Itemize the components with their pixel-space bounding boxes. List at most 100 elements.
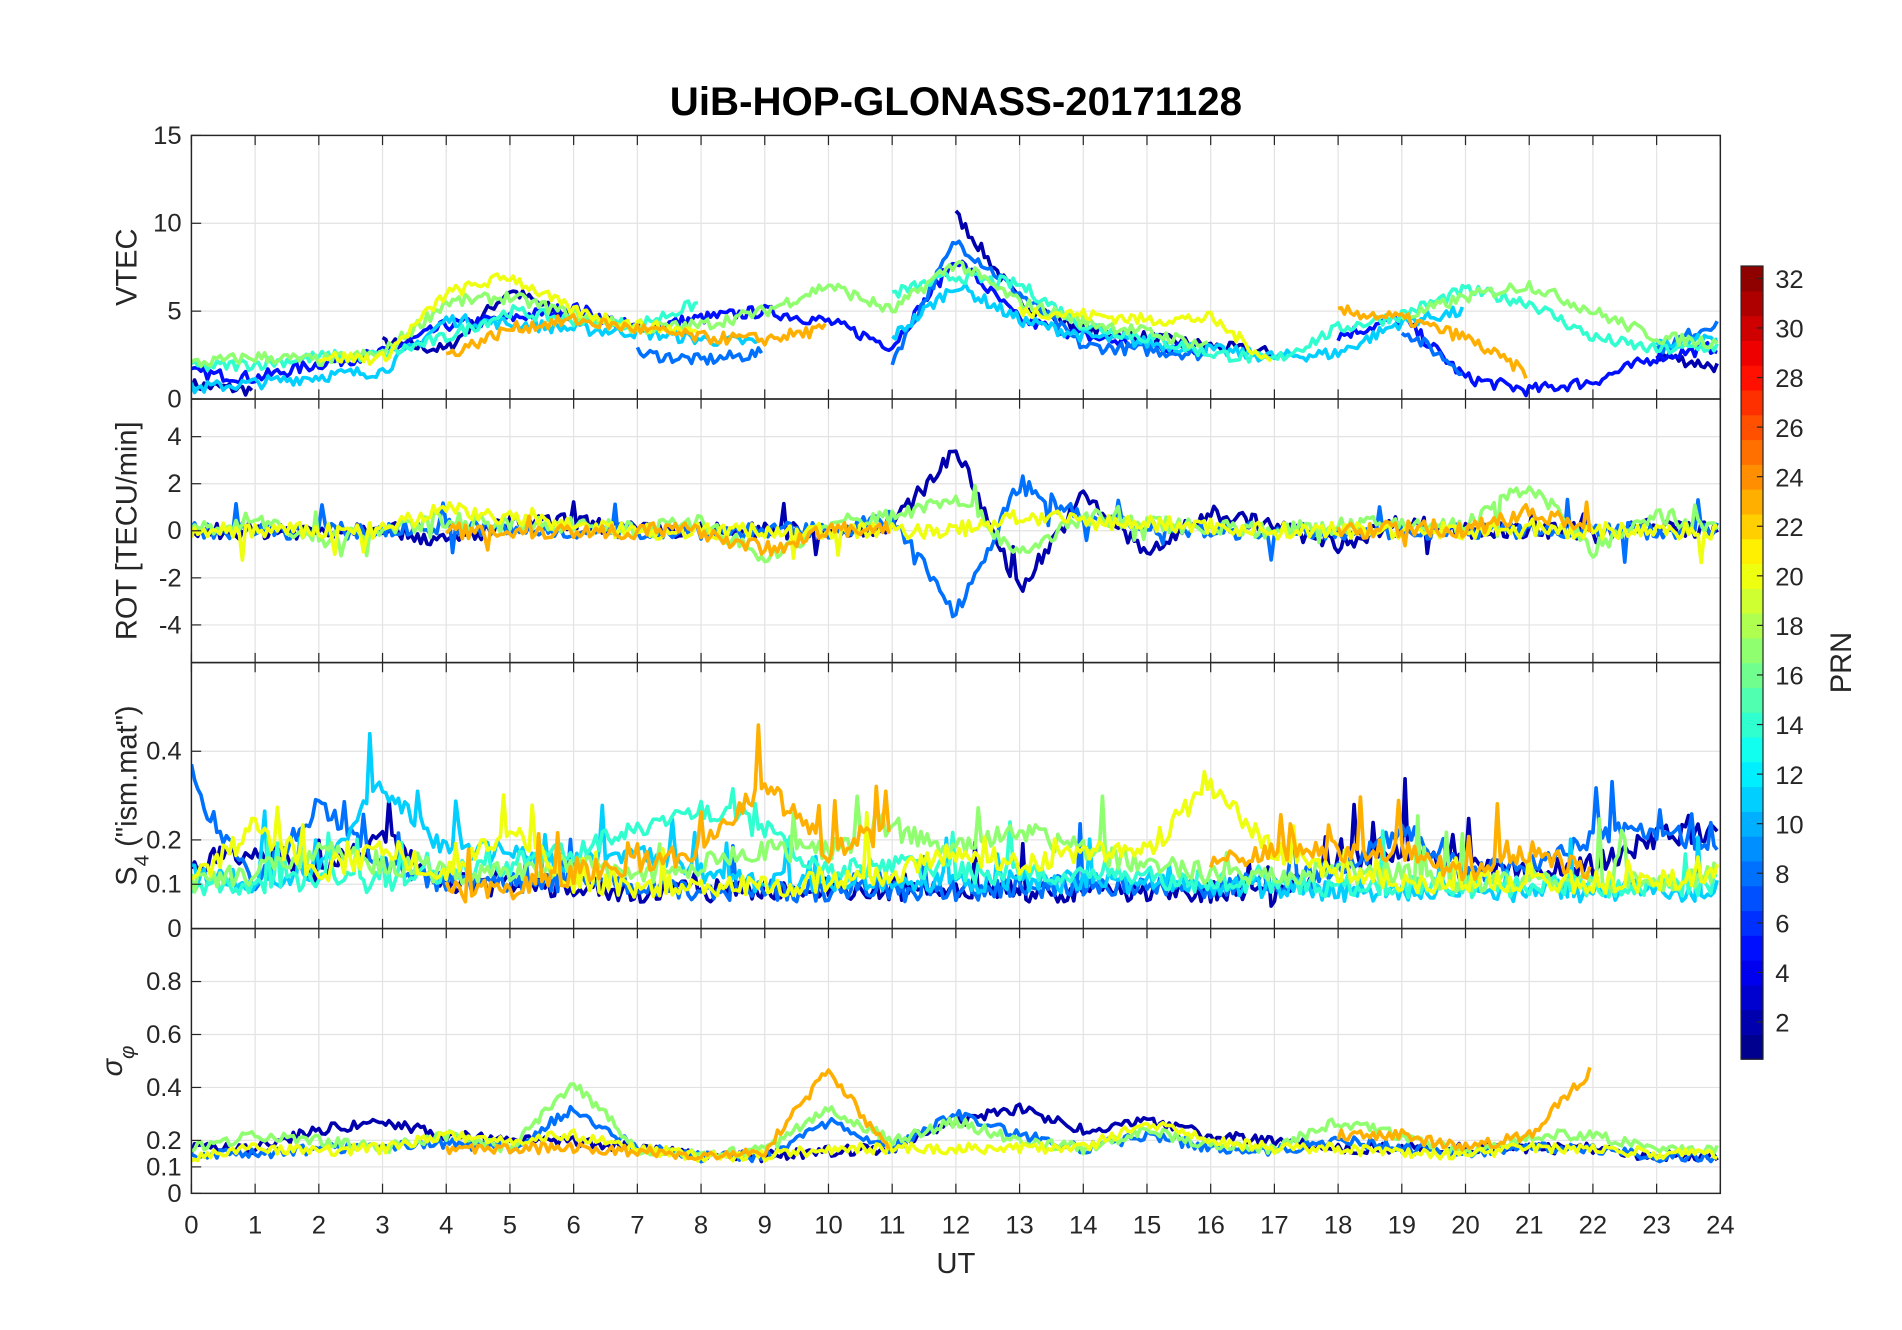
colorbar-tick-label: 2 bbox=[1775, 1010, 1789, 1038]
y-axis-label: S4 ("ism.mat") bbox=[111, 705, 153, 885]
x-tick-label: 21 bbox=[1515, 1211, 1543, 1239]
colorbar-tick-label: 28 bbox=[1775, 365, 1803, 393]
y-tick-label: 4 bbox=[167, 423, 181, 451]
colorbar-segment bbox=[1741, 935, 1764, 961]
series-line-prn-17 bbox=[191, 483, 1719, 564]
y-tick-label: 0.4 bbox=[146, 1074, 182, 1102]
colorbar-frame bbox=[1740, 265, 1764, 1060]
series-line-prn-20 bbox=[191, 501, 1718, 565]
series-group bbox=[191, 209, 1719, 398]
colorbar-segment bbox=[1741, 266, 1764, 292]
x-axis-label: UT bbox=[936, 1248, 975, 1280]
series-line-prn-23 bbox=[444, 1068, 891, 1162]
colorbar-tick-label: 16 bbox=[1775, 663, 1803, 691]
x-tick-label: 24 bbox=[1706, 1211, 1734, 1239]
colorbar-segment bbox=[1741, 984, 1764, 1011]
x-tick-label: 13 bbox=[1005, 1211, 1033, 1239]
colorbar-segment bbox=[1741, 365, 1764, 391]
colorbar-tick-label: 12 bbox=[1775, 762, 1803, 790]
colorbar-segment bbox=[1741, 315, 1764, 341]
series-line-prn-23 bbox=[1336, 500, 1592, 548]
chart-title: UiB-HOP-GLONASS-20171128 bbox=[670, 80, 1242, 124]
y-tick-label: 0.2 bbox=[146, 1127, 182, 1155]
x-tick-label: 20 bbox=[1451, 1211, 1479, 1239]
colorbar-tick-label: 32 bbox=[1775, 266, 1803, 294]
series-line-prn-5 bbox=[1336, 314, 1718, 398]
y-tick-label: 0 bbox=[167, 386, 181, 414]
series-line-prn-23 bbox=[444, 723, 891, 904]
y-tick-label: 0.2 bbox=[146, 826, 182, 854]
series-group bbox=[191, 1066, 1719, 1164]
colorbar-segment bbox=[1741, 885, 1764, 912]
series-line-prn-14 bbox=[891, 269, 1719, 364]
series-line-prn-17 bbox=[1400, 280, 1719, 350]
colorbar-tick-label: 30 bbox=[1775, 316, 1803, 344]
x-tick-label: 23 bbox=[1642, 1211, 1670, 1239]
x-tick-label: 5 bbox=[503, 1211, 517, 1239]
colorbar-segment bbox=[1741, 761, 1764, 788]
x-tick-label: 22 bbox=[1579, 1211, 1607, 1239]
x-tick-label: 16 bbox=[1196, 1211, 1224, 1239]
series-line-prn-23 bbox=[1208, 795, 1592, 882]
colorbar-segment bbox=[1741, 290, 1764, 317]
colorbar-segment bbox=[1741, 786, 1764, 812]
colorbar-segment bbox=[1741, 513, 1764, 540]
colorbar-tick-label: 26 bbox=[1775, 415, 1803, 443]
y-tick-label: -4 bbox=[159, 611, 182, 639]
colorbar-segment bbox=[1741, 637, 1764, 664]
colorbar-segment bbox=[1741, 464, 1764, 490]
panel-s4: 0 0.1 0.2 0.4S4 ("ism.mat") bbox=[111, 661, 1722, 943]
series-line-prn-17 bbox=[191, 1082, 1719, 1161]
x-tick-label: 11 bbox=[879, 1211, 906, 1239]
colorbar-tick-label: 4 bbox=[1775, 960, 1789, 988]
series-line-prn-8 bbox=[1400, 331, 1463, 377]
x-tick-label: 6 bbox=[567, 1211, 581, 1239]
y-tick-label: 5 bbox=[167, 298, 181, 326]
series-line-prn-23 bbox=[445, 312, 827, 358]
y-tick-label: 0.6 bbox=[146, 1021, 182, 1049]
series-group bbox=[191, 449, 1719, 619]
y-axis-label: ROT [TECU/min] bbox=[111, 421, 143, 640]
y-tick-label: 15 bbox=[153, 122, 181, 150]
series-line-prn-20 bbox=[191, 769, 1719, 899]
colorbar-segment bbox=[1741, 613, 1764, 639]
colorbar-tick-label: 8 bbox=[1775, 861, 1789, 889]
x-tick-label: 17 bbox=[1260, 1211, 1288, 1239]
series-line-prn-23 bbox=[444, 514, 891, 557]
panel-vtec: 0 5 10 15 VTEC bbox=[111, 122, 1722, 414]
y-axis-label: σφ bbox=[97, 1046, 139, 1077]
y-tick-label: 10 bbox=[153, 210, 181, 238]
colorbar-segment bbox=[1741, 687, 1764, 713]
x-tick-label: 1 bbox=[248, 1211, 262, 1239]
y-tick-label: -2 bbox=[159, 564, 182, 592]
y-tick-label: 0.4 bbox=[146, 738, 182, 766]
colorbar-segment bbox=[1741, 811, 1764, 837]
colorbar-segment bbox=[1741, 910, 1764, 936]
colorbar-segment bbox=[1741, 960, 1764, 986]
y-tick-label: 0.8 bbox=[146, 968, 182, 996]
y-tick-label: 2 bbox=[167, 470, 181, 498]
x-tick-label: 19 bbox=[1388, 1211, 1416, 1239]
colorbar-tick-label: 10 bbox=[1775, 811, 1803, 839]
colorbar-segment bbox=[1741, 712, 1764, 738]
series-line-prn-23 bbox=[1336, 1066, 1592, 1152]
panel-rot: -4 -2 0 2 4 ROT [TECU/min] bbox=[111, 398, 1722, 664]
colorbar-segment bbox=[1741, 860, 1764, 887]
colorbar-segment bbox=[1741, 389, 1764, 416]
x-tick-label: 14 bbox=[1069, 1211, 1097, 1239]
colorbar-tick-label: 22 bbox=[1775, 514, 1803, 542]
colorbar-tick-label: 20 bbox=[1775, 564, 1803, 592]
series-line-prn-11 bbox=[891, 282, 1465, 363]
series-line-prn-23 bbox=[1337, 304, 1528, 379]
colorbar-segment bbox=[1741, 340, 1764, 366]
colorbar-segment bbox=[1741, 489, 1764, 515]
x-tick-label: 10 bbox=[814, 1211, 842, 1239]
x-tick-label: 9 bbox=[758, 1211, 772, 1239]
colorbar-segment bbox=[1741, 1009, 1764, 1035]
series-group bbox=[191, 723, 1719, 908]
colorbar-segment bbox=[1741, 538, 1764, 565]
x-tick-label: 15 bbox=[1133, 1211, 1161, 1239]
colorbar-segment bbox=[1741, 836, 1764, 862]
